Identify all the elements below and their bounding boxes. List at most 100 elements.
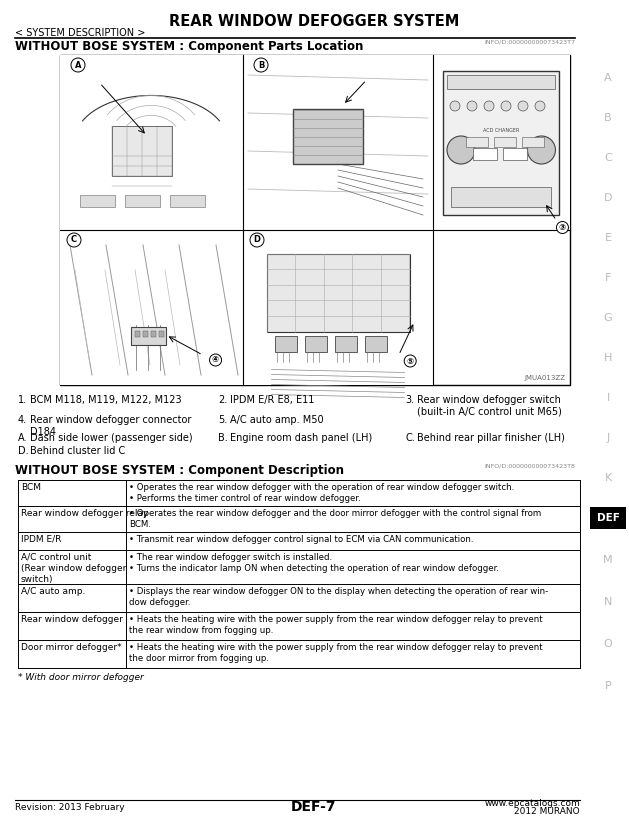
Text: DEF: DEF xyxy=(596,513,620,523)
Bar xyxy=(60,55,570,385)
Text: 5.: 5. xyxy=(218,415,227,425)
Text: B.: B. xyxy=(218,433,228,443)
Text: www.epcatalogs.com: www.epcatalogs.com xyxy=(484,799,580,808)
Bar xyxy=(243,55,433,230)
Bar xyxy=(503,148,527,160)
Bar xyxy=(112,126,172,176)
Text: 3.: 3. xyxy=(405,395,414,405)
Bar xyxy=(60,230,243,385)
Text: • Displays the rear window defogger ON to the display when detecting the operati: • Displays the rear window defogger ON t… xyxy=(129,587,548,607)
Bar xyxy=(473,148,497,160)
Text: Dash side lower (passenger side): Dash side lower (passenger side) xyxy=(30,433,192,443)
Text: 4.: 4. xyxy=(18,415,27,425)
Bar xyxy=(80,195,115,207)
Text: H: H xyxy=(604,353,612,363)
Bar xyxy=(243,230,433,385)
Text: WITHOUT BOSE SYSTEM : Component Parts Location: WITHOUT BOSE SYSTEM : Component Parts Lo… xyxy=(15,40,364,53)
Text: < SYSTEM DESCRIPTION >: < SYSTEM DESCRIPTION > xyxy=(15,28,145,38)
Circle shape xyxy=(518,101,528,111)
Text: A: A xyxy=(75,61,81,70)
Bar xyxy=(590,507,626,529)
Text: O: O xyxy=(604,639,613,649)
Text: A.: A. xyxy=(18,433,28,443)
Text: Engine room dash panel (LH): Engine room dash panel (LH) xyxy=(230,433,372,443)
Text: DEF-7: DEF-7 xyxy=(291,800,337,814)
Circle shape xyxy=(501,101,511,111)
Text: ③: ③ xyxy=(559,223,566,232)
Bar xyxy=(135,331,140,337)
Bar xyxy=(151,331,156,337)
Text: A: A xyxy=(604,73,612,83)
Text: REAR WINDOW DEFOGGER SYSTEM: REAR WINDOW DEFOGGER SYSTEM xyxy=(169,14,459,29)
Text: BCM: BCM xyxy=(21,483,41,492)
Text: IPDM E/R: IPDM E/R xyxy=(21,535,62,544)
Bar xyxy=(131,327,166,345)
Text: 1.: 1. xyxy=(18,395,27,405)
Circle shape xyxy=(404,355,416,367)
Text: Rear window defogger connector
D184: Rear window defogger connector D184 xyxy=(30,415,191,437)
Text: Rear window defogger relay: Rear window defogger relay xyxy=(21,509,148,518)
Bar xyxy=(275,336,297,351)
Text: INFO/D:000000000073423T7: INFO/D:000000000073423T7 xyxy=(484,40,575,45)
Bar xyxy=(143,331,148,337)
Text: J: J xyxy=(606,433,610,443)
Circle shape xyxy=(450,101,460,111)
Circle shape xyxy=(447,136,475,164)
Circle shape xyxy=(209,354,221,366)
Circle shape xyxy=(467,101,477,111)
Text: B: B xyxy=(258,61,264,70)
Circle shape xyxy=(557,221,569,233)
Text: * With door mirror defogger: * With door mirror defogger xyxy=(18,673,144,682)
Text: 2012 MURANO: 2012 MURANO xyxy=(515,808,580,817)
Text: F: F xyxy=(605,273,611,283)
Text: Rear window defogger: Rear window defogger xyxy=(21,615,123,624)
Text: A/C auto amp. M50: A/C auto amp. M50 xyxy=(230,415,324,425)
Bar xyxy=(522,137,544,147)
Bar xyxy=(443,71,559,215)
Bar xyxy=(466,137,488,147)
Bar xyxy=(433,55,570,230)
Circle shape xyxy=(254,58,268,72)
Circle shape xyxy=(71,58,85,72)
Text: • The rear window defogger switch is installed.
• Turns the indicator lamp ON wh: • The rear window defogger switch is ins… xyxy=(129,553,499,573)
Text: ⑤: ⑤ xyxy=(406,356,414,365)
Text: Rear window defogger switch
(built-in A/C control unit M65): Rear window defogger switch (built-in A/… xyxy=(417,395,562,417)
Text: ACD CHANGER: ACD CHANGER xyxy=(483,129,519,133)
Text: • Heats the heating wire with the power supply from the rear window defogger rel: • Heats the heating wire with the power … xyxy=(129,643,543,663)
Bar xyxy=(365,336,387,351)
Text: Revision: 2013 February: Revision: 2013 February xyxy=(15,803,125,812)
Text: P: P xyxy=(604,681,611,691)
Bar xyxy=(159,331,164,337)
Text: D: D xyxy=(253,236,260,245)
Bar xyxy=(267,254,409,332)
Text: E: E xyxy=(604,233,611,243)
Text: Behind cluster lid C: Behind cluster lid C xyxy=(30,446,125,456)
Bar xyxy=(451,187,552,206)
Circle shape xyxy=(528,136,555,164)
Text: D.: D. xyxy=(18,446,29,456)
Bar xyxy=(293,109,363,164)
Text: K: K xyxy=(604,473,611,483)
Bar xyxy=(447,75,555,89)
Bar xyxy=(170,195,205,207)
Text: Door mirror defogger*: Door mirror defogger* xyxy=(21,643,121,652)
Text: ④: ④ xyxy=(212,355,219,364)
Text: • Operates the rear window defogger and the door mirror defogger with the contro: • Operates the rear window defogger and … xyxy=(129,509,541,529)
Text: 2.: 2. xyxy=(218,395,227,405)
Text: C: C xyxy=(604,153,612,163)
Text: A/C control unit
(Rear window defogger
switch): A/C control unit (Rear window defogger s… xyxy=(21,553,126,584)
Text: D: D xyxy=(604,193,612,203)
Text: Behind rear pillar finisher (LH): Behind rear pillar finisher (LH) xyxy=(417,433,565,443)
Text: C: C xyxy=(71,236,77,245)
Text: • Operates the rear window defogger with the operation of rear window defogger s: • Operates the rear window defogger with… xyxy=(129,483,515,503)
Text: B: B xyxy=(604,113,612,123)
Text: INFO/D:000000000073423T8: INFO/D:000000000073423T8 xyxy=(484,464,575,469)
Text: I: I xyxy=(606,393,610,403)
Text: WITHOUT BOSE SYSTEM : Component Description: WITHOUT BOSE SYSTEM : Component Descript… xyxy=(15,464,344,477)
Circle shape xyxy=(535,101,545,111)
Circle shape xyxy=(250,233,264,247)
Text: IPDM E/R E8, E11: IPDM E/R E8, E11 xyxy=(230,395,314,405)
Text: BCM M118, M119, M122, M123: BCM M118, M119, M122, M123 xyxy=(30,395,182,405)
Text: M: M xyxy=(603,555,613,565)
Bar xyxy=(494,137,516,147)
